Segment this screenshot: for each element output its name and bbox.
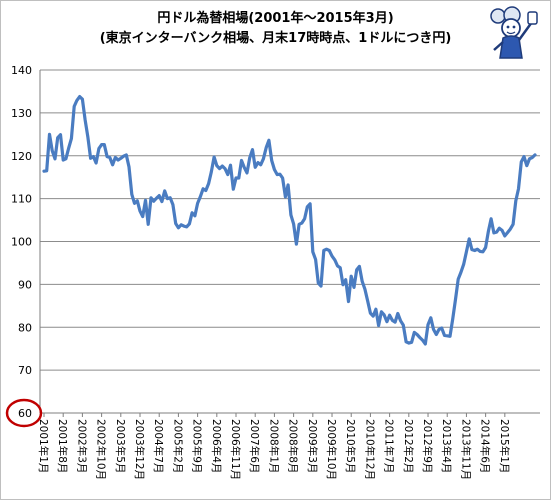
x-tick-label: 2009年10月	[325, 419, 338, 480]
y-tick-label: 60	[18, 407, 32, 420]
y-tick-label: 120	[11, 150, 32, 163]
x-tick-label: 2006年11月	[229, 419, 242, 480]
x-tick-label: 2008年8月	[287, 419, 300, 473]
x-tick-label: 2012年9月	[421, 419, 434, 473]
y-tick-label: 90	[18, 278, 32, 291]
x-tick-label: 2005年9月	[191, 419, 204, 473]
y-tick-label: 80	[18, 321, 32, 334]
x-tick-label: 2004年7月	[152, 419, 165, 473]
x-tick-label: 2002年3月	[75, 419, 88, 473]
x-tick-label: 2007年6月	[248, 419, 261, 473]
x-tick-label: 2008年1月	[267, 419, 280, 473]
chart-title-block: 円ドル為替相場(2001年～2015年3月) (東京インターバンク相場、月末17…	[0, 9, 551, 49]
series-line-usd-jpy	[42, 94, 537, 346]
x-tick-label: 2011年7月	[383, 419, 396, 473]
x-tick-label: 2013年4月	[440, 419, 453, 473]
x-tick-label: 2014年6月	[479, 419, 492, 473]
y-tick-label: 130	[11, 107, 32, 120]
y-tick-label: 140	[11, 64, 32, 77]
x-tick-label: 2002年10月	[95, 419, 108, 480]
x-tick-label: 2003年12月	[133, 419, 146, 480]
x-tick-label: 2010年12月	[363, 419, 376, 480]
x-tick-label: 2003年5月	[114, 419, 127, 473]
x-tick-label: 2006年4月	[210, 419, 223, 473]
y-tick-label: 110	[11, 193, 32, 206]
x-tick-label: 2009年3月	[306, 419, 319, 473]
y-tick-label: 70	[18, 364, 32, 377]
x-tick-label: 2010年5月	[344, 419, 357, 473]
mascot-icon	[490, 6, 538, 59]
x-tick-label: 2013年11月	[459, 419, 472, 480]
x-tick-label: 2015年1月	[498, 419, 511, 473]
chart-subtitle: (東京インターバンク相場、月末17時時点、1ドルにつき円)	[99, 31, 452, 46]
highlight-circle	[5, 398, 43, 428]
chart-title: 円ドル為替相場(2001年～2015年3月)	[157, 11, 394, 26]
x-tick-label: 2001年1月	[37, 419, 50, 473]
x-tick-label: 2001年8月	[56, 419, 69, 473]
x-tick-label: 2005年2月	[171, 419, 184, 473]
x-tick-label: 2012年2月	[402, 419, 415, 473]
y-tick-label: 100	[11, 236, 32, 249]
